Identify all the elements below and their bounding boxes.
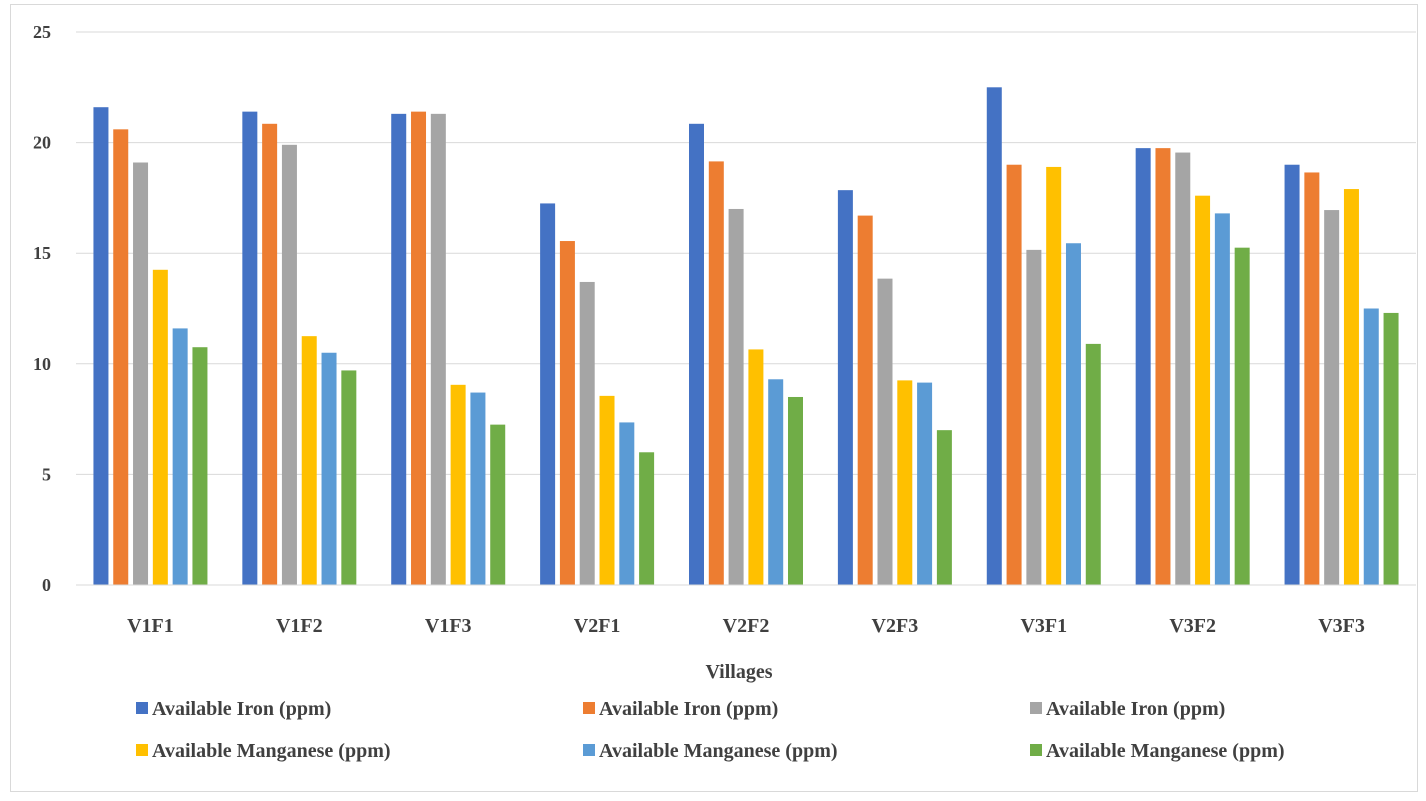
legend-swatch <box>583 702 595 714</box>
bar-v2f3-series-4 <box>897 380 913 585</box>
bar-v1f3-series-6 <box>490 424 506 585</box>
bar-v1f2-series-4 <box>301 336 317 585</box>
bar-v1f3-series-1 <box>391 113 407 586</box>
bar-v1f2-series-1 <box>242 111 258 585</box>
x-category-label: V1F2 <box>276 615 323 637</box>
bar-v3f3-series-6 <box>1383 312 1399 585</box>
x-category-label: V1F1 <box>127 615 174 637</box>
bar-v3f1-series-5 <box>1065 243 1081 585</box>
x-category-label: V2F3 <box>872 615 919 637</box>
bar-v3f2-series-3 <box>1175 152 1191 585</box>
x-category-label: V3F2 <box>1169 615 1216 637</box>
bar-v3f1-series-6 <box>1085 343 1101 585</box>
bar-v1f2-series-6 <box>341 370 357 585</box>
bar-v3f3-series-1 <box>1284 164 1300 585</box>
bar-v1f1-series-4 <box>152 269 168 585</box>
bar-v2f2-series-1 <box>689 123 704 585</box>
bar-v2f3-series-1 <box>837 190 853 585</box>
legend-label: Available Iron (ppm) <box>599 698 778 720</box>
bar-v3f3-series-5 <box>1363 308 1379 585</box>
legend-label: Available Manganese (ppm) <box>152 740 391 762</box>
y-tick-label: 0 <box>42 575 51 595</box>
bar-v2f1-series-6 <box>639 452 655 585</box>
legend: Available Iron (ppm) Available Iron (ppm)… <box>136 698 1285 762</box>
y-tick-label: 10 <box>33 354 51 374</box>
bar-v3f1-series-2 <box>1006 164 1022 585</box>
bar-v1f1-series-1 <box>93 107 109 585</box>
legend-label: Available Iron (ppm) <box>1046 698 1225 720</box>
bar-v2f2-series-2 <box>708 161 724 586</box>
x-axis-title: Villages <box>705 661 772 683</box>
legend-swatch <box>136 744 148 756</box>
bar-v2f1-series-1 <box>540 203 556 585</box>
x-axis-categories: V1F1 V1F2 V1F3 V2F1 V2F2 V2F3 V3F1 V3F2 V3F3 <box>127 615 1365 637</box>
bar-v3f3-series-3 <box>1324 210 1340 586</box>
bars <box>93 87 1399 586</box>
bar-v2f1-series-4 <box>599 395 615 585</box>
legend-label: Available Iron (ppm) <box>152 698 331 720</box>
x-category-label: V2F1 <box>574 615 621 637</box>
bar-v2f2-series-4 <box>748 349 764 585</box>
y-tick-label: 5 <box>42 464 51 484</box>
bar-v3f1-series-3 <box>1026 249 1042 585</box>
bar-v3f2-series-6 <box>1234 247 1250 586</box>
x-category-label: V3F1 <box>1020 615 1067 637</box>
bar-v3f1-series-1 <box>986 87 1002 586</box>
bar-v2f2-series-5 <box>768 379 784 585</box>
legend-swatch <box>1030 744 1042 756</box>
x-category-label: V3F3 <box>1318 615 1365 637</box>
legend-label: Available Manganese (ppm) <box>1046 740 1285 762</box>
legend-swatch <box>136 702 148 714</box>
bar-v2f2-series-6 <box>788 396 803 585</box>
bar-v1f2-series-2 <box>262 123 278 585</box>
bar-v3f3-series-4 <box>1343 189 1359 585</box>
bar-v1f1-series-5 <box>172 328 188 585</box>
bar-v3f1-series-4 <box>1046 166 1062 585</box>
bar-v1f3-series-5 <box>470 392 486 585</box>
bar-v2f3-series-6 <box>936 430 952 585</box>
x-category-label: V1F3 <box>425 615 472 637</box>
bar-v1f1-series-6 <box>192 347 208 585</box>
bar-v1f2-series-3 <box>281 144 297 585</box>
bar-v3f2-series-2 <box>1155 148 1171 585</box>
chart-frame: 0 5 10 15 20 25 V1F1 V1F2 V1F3 V2F1 V2F2 V2F3 V3F1 V… <box>10 4 1418 792</box>
gridlines <box>76 31 1416 475</box>
bar-v2f3-series-5 <box>917 382 933 585</box>
bar-v3f2-series-4 <box>1195 195 1211 586</box>
bar-v3f3-series-2 <box>1304 172 1320 585</box>
bar-v1f3-series-3 <box>430 113 446 586</box>
bar-v1f3-series-4 <box>450 384 466 585</box>
legend-swatch <box>583 744 595 756</box>
x-category-label: V2F2 <box>723 615 770 637</box>
bar-v2f3-series-3 <box>877 278 893 585</box>
bar-v1f3-series-2 <box>411 111 427 585</box>
bar-v1f1-series-2 <box>113 129 129 585</box>
bar-v1f1-series-3 <box>133 162 149 585</box>
y-tick-label: 25 <box>33 22 51 42</box>
bar-v2f1-series-5 <box>619 422 635 585</box>
bar-v3f2-series-1 <box>1135 148 1151 585</box>
bar-v2f1-series-3 <box>579 281 595 585</box>
legend-label: Available Manganese (ppm) <box>599 740 838 762</box>
legend-swatch <box>1030 702 1042 714</box>
y-tick-label: 20 <box>33 133 51 153</box>
bar-v2f1-series-2 <box>559 241 575 585</box>
y-tick-label: 15 <box>33 243 51 263</box>
y-axis-ticks: 0 5 10 15 20 25 <box>33 22 51 595</box>
bar-v2f3-series-2 <box>857 215 873 585</box>
bar-v1f2-series-5 <box>321 352 337 585</box>
bar-v3f2-series-5 <box>1214 213 1230 585</box>
bar-v2f2-series-3 <box>728 208 744 585</box>
